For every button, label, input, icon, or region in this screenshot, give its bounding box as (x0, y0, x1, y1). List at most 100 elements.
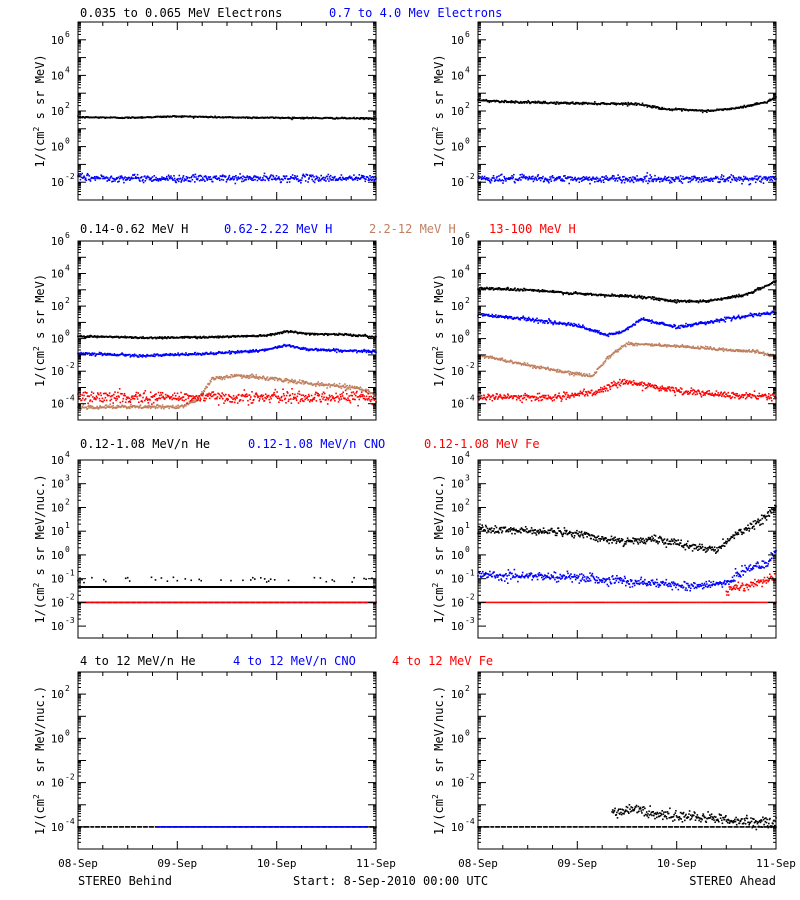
data-point (617, 295, 620, 297)
data-point (712, 180, 714, 182)
data-point (191, 399, 193, 401)
data-point (335, 383, 338, 386)
data-point (185, 176, 188, 178)
y-axis-label-sup: 2 (431, 126, 440, 131)
data-point (585, 178, 587, 180)
data-point (304, 180, 307, 182)
data-point (121, 393, 123, 395)
data-point (310, 399, 312, 401)
data-point (266, 376, 269, 378)
data-point (203, 175, 206, 178)
data-point (184, 354, 187, 356)
data-point (741, 178, 744, 181)
data-point (217, 377, 220, 380)
data-point (95, 395, 98, 397)
data-point (87, 405, 89, 408)
data-point (366, 399, 369, 401)
data-point (303, 395, 306, 398)
data-point (210, 395, 213, 398)
data-point (307, 178, 310, 180)
data-point (123, 392, 126, 395)
data-point (703, 176, 706, 179)
data-point (631, 178, 633, 181)
data-point (774, 178, 776, 181)
data-point (213, 378, 215, 381)
data-point (371, 352, 373, 354)
data-point (486, 177, 488, 179)
data-point (293, 396, 295, 399)
data-point (303, 348, 306, 350)
data-point (370, 176, 372, 179)
data-point (82, 404, 85, 406)
data-point (514, 102, 516, 104)
data-point (298, 393, 301, 395)
data-point (647, 179, 650, 182)
data-point (87, 173, 89, 176)
data-point (93, 335, 96, 337)
data-point (600, 179, 602, 182)
data-point (106, 354, 108, 356)
data-point (271, 394, 274, 396)
data-point (152, 395, 154, 397)
data-point (185, 352, 187, 354)
data-point (155, 406, 157, 409)
data-point (256, 350, 259, 352)
data-point (99, 400, 101, 402)
data-point (484, 178, 487, 181)
data-point (294, 396, 297, 399)
data-point (366, 176, 369, 179)
data-point (282, 393, 285, 395)
data-point (240, 176, 243, 179)
data-point (319, 383, 322, 385)
data-point (188, 400, 191, 403)
data-point (294, 175, 296, 177)
data-point (86, 174, 88, 177)
data-point (166, 178, 169, 180)
data-point (311, 400, 313, 402)
data-point (110, 175, 113, 178)
data-point (239, 374, 241, 376)
data-point (622, 104, 624, 106)
data-point (544, 100, 547, 103)
data-point (578, 103, 581, 105)
data-point (661, 106, 663, 109)
data-point (511, 177, 514, 180)
y-axis-label-part: 1/(cm (33, 131, 47, 167)
data-point (340, 387, 343, 390)
data-point (362, 397, 365, 400)
data-point (276, 379, 279, 382)
data-point (214, 398, 216, 400)
data-point (263, 349, 265, 351)
data-point (278, 397, 281, 400)
data-point (352, 398, 354, 400)
data-point (149, 407, 152, 409)
data-point (346, 177, 349, 179)
data-point (522, 175, 525, 178)
data-point (169, 177, 171, 180)
data-point (248, 377, 251, 379)
data-point (145, 177, 148, 180)
data-point (228, 350, 231, 352)
data-point (510, 100, 513, 102)
data-point (321, 395, 323, 398)
data-series-behind (77, 115, 377, 121)
data-point (338, 382, 341, 385)
y-tick-exponent: 2 (65, 101, 70, 110)
data-point (106, 393, 108, 396)
data-point (149, 177, 151, 180)
data-point (495, 177, 498, 179)
data-point (302, 118, 305, 120)
data-point (275, 179, 277, 181)
data-point (517, 179, 520, 182)
data-point (299, 179, 302, 181)
data-point (266, 349, 269, 351)
data-point (633, 178, 635, 180)
data-point (753, 177, 756, 180)
data-point (174, 407, 177, 410)
data-point (226, 397, 228, 400)
data-point (290, 380, 293, 383)
data-point (254, 350, 256, 353)
data-point (117, 391, 119, 394)
data-point (585, 294, 587, 296)
